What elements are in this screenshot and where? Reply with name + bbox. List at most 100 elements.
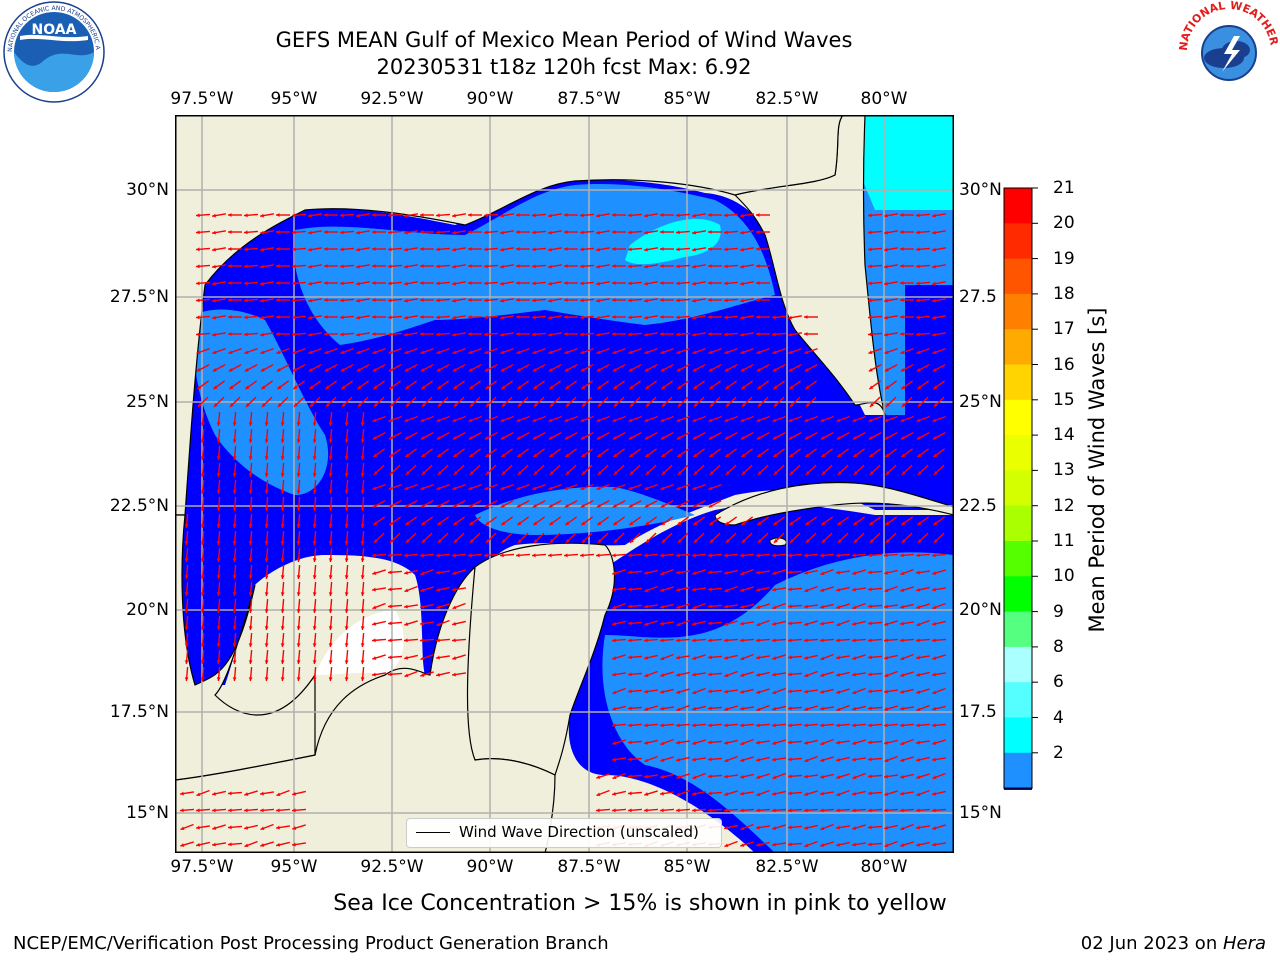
wave-direction-arrowhead <box>900 638 904 643</box>
wave-direction-arrowhead <box>468 264 472 268</box>
wave-direction-arrowhead <box>405 453 410 458</box>
wave-direction-arrowhead <box>725 539 730 543</box>
wave-direction-arrowhead <box>740 418 745 422</box>
wave-direction-arrowhead <box>360 626 365 630</box>
wave-direction-arrowhead <box>660 741 665 746</box>
wave-direction-arrowhead <box>916 740 920 745</box>
wave-direction-arrowhead <box>436 247 440 252</box>
wave-direction-arrowhead <box>548 435 553 440</box>
wave-direction-arrowhead <box>212 332 216 337</box>
wave-direction-arrowhead <box>564 281 568 285</box>
wave-direction-arrowhead <box>932 298 936 303</box>
wave-direction-arrowhead <box>772 842 776 847</box>
colorbar-segment <box>1004 682 1032 718</box>
wave-direction-arrowhead <box>868 418 873 422</box>
wave-direction-arrowhead <box>868 740 872 745</box>
wave-direction-arrowhead <box>709 453 714 458</box>
wave-direction-arrowhead <box>501 471 506 475</box>
wave-direction-arrowhead <box>772 690 777 695</box>
wave-direction-arrowhead <box>200 439 205 443</box>
wave-direction-arrowhead <box>692 503 697 508</box>
wave-direction-arrowhead <box>260 315 264 320</box>
wave-direction-arrowhead <box>596 808 600 813</box>
wave-direction-arrowhead <box>836 757 841 762</box>
wave-direction-arrowhead <box>452 571 457 575</box>
wave-direction-arrowhead <box>884 689 888 694</box>
wave-direction-arrowhead <box>660 230 664 234</box>
wave-direction-arrowhead <box>180 791 184 796</box>
wave-direction-arrowhead <box>388 213 392 218</box>
wave-direction-arrowhead <box>196 281 200 286</box>
wave-direction-arrowhead <box>852 418 857 422</box>
wave-direction-arrowhead <box>628 672 632 677</box>
wave-direction-arrowhead <box>900 843 905 847</box>
wave-direction-arrowhead <box>564 367 569 372</box>
wave-direction-arrowhead <box>916 230 920 235</box>
wave-direction-arrowhead <box>344 660 349 664</box>
wave-direction-arrowhead <box>837 521 842 526</box>
wave-direction-arrowhead <box>612 281 616 285</box>
wave-direction-arrowhead <box>261 385 266 390</box>
wave-direction-arrowhead <box>389 539 394 543</box>
wave-direction-arrowhead <box>264 507 269 511</box>
wave-direction-arrowhead <box>452 435 457 440</box>
wave-direction-arrowhead <box>676 707 681 712</box>
wave-direction-arrowhead <box>244 315 248 320</box>
wave-direction-arrowhead <box>932 842 936 847</box>
wave-direction-arrowhead <box>852 706 857 711</box>
wave-direction-arrowhead <box>328 592 333 596</box>
wave-direction-arrowhead <box>436 486 441 490</box>
wave-direction-arrowhead <box>453 403 458 407</box>
wave-direction-arrowhead <box>404 588 409 593</box>
wave-direction-arrowhead <box>452 638 456 643</box>
wave-direction-arrowhead <box>500 332 504 337</box>
wave-direction-arrowhead <box>628 791 632 796</box>
wave-direction-arrowhead <box>564 435 569 440</box>
wave-direction-arrowhead <box>484 486 489 490</box>
wave-direction-arrowhead <box>312 558 317 562</box>
wave-direction-arrowhead <box>485 453 490 458</box>
wave-direction-arrowhead <box>404 350 409 354</box>
wave-direction-arrowhead <box>341 403 346 407</box>
wave-direction-arrowhead <box>196 367 201 372</box>
wave-direction-arrowhead <box>692 656 697 660</box>
wave-direction-arrowhead <box>312 541 317 545</box>
wave-direction-arrowhead <box>804 740 809 745</box>
wave-direction-arrowhead <box>436 655 440 660</box>
wave-direction-arrowhead <box>740 435 745 440</box>
wave-direction-arrowhead <box>484 264 488 269</box>
wave-direction-arrowhead <box>837 539 842 543</box>
wave-direction-arrowhead <box>708 570 712 575</box>
wave-direction-arrowhead <box>389 385 394 390</box>
wave-direction-arrowhead <box>244 367 249 372</box>
wave-direction-arrowhead <box>232 507 237 511</box>
wave-direction-arrowhead <box>373 385 378 390</box>
wave-direction-arrowhead <box>276 230 280 234</box>
wave-direction-arrowhead <box>372 571 377 575</box>
wave-direction-arrowhead <box>232 609 237 613</box>
wave-direction-arrowhead <box>916 350 921 354</box>
wave-direction-arrowhead <box>756 655 760 660</box>
wave-direction-arrowhead <box>340 315 344 320</box>
lon-tick-label-bot: 97.5°W <box>170 857 234 877</box>
wave-direction-arrowhead <box>644 503 649 508</box>
wave-direction-arrowhead <box>756 247 760 251</box>
wave-direction-arrowhead <box>612 332 616 336</box>
wave-direction-arrowhead <box>328 524 333 528</box>
wave-direction-arrowhead <box>804 825 809 830</box>
lat-tick-label-left: 22.5°N <box>109 496 169 516</box>
wave-direction-arrowhead <box>884 435 889 440</box>
wave-direction-arrowhead <box>644 570 649 575</box>
wave-direction-arrowhead <box>852 672 856 677</box>
colorbar-segment <box>1004 293 1032 330</box>
wave-direction-arrowhead <box>708 281 712 285</box>
wave-direction-arrowhead <box>772 826 777 830</box>
wave-direction-arrowhead <box>612 298 616 302</box>
wave-direction-arrowhead <box>340 298 344 303</box>
lat-tick-label-right: 27.5 <box>959 287 997 307</box>
wave-direction-arrowhead <box>200 575 205 579</box>
wave-direction-arrowhead <box>724 298 728 303</box>
wave-direction-arrowhead <box>312 524 317 528</box>
wave-direction-arrowhead <box>852 741 857 745</box>
wave-direction-arrowhead <box>660 571 665 576</box>
